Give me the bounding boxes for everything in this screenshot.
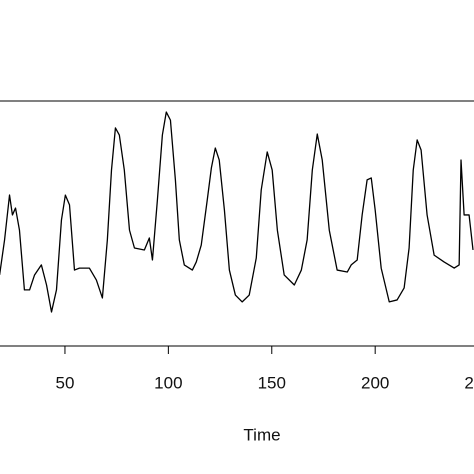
- x-tick-label: 50: [55, 373, 74, 392]
- x-tick-label: 200: [361, 373, 389, 392]
- x-tick-label: 250: [464, 373, 474, 392]
- series-line: [0, 111, 474, 313]
- plot-frame: [0, 100, 474, 347]
- x-tick-label: 100: [154, 373, 182, 392]
- x-axis-label: Time: [243, 425, 280, 444]
- x-tick-label: 150: [258, 373, 286, 392]
